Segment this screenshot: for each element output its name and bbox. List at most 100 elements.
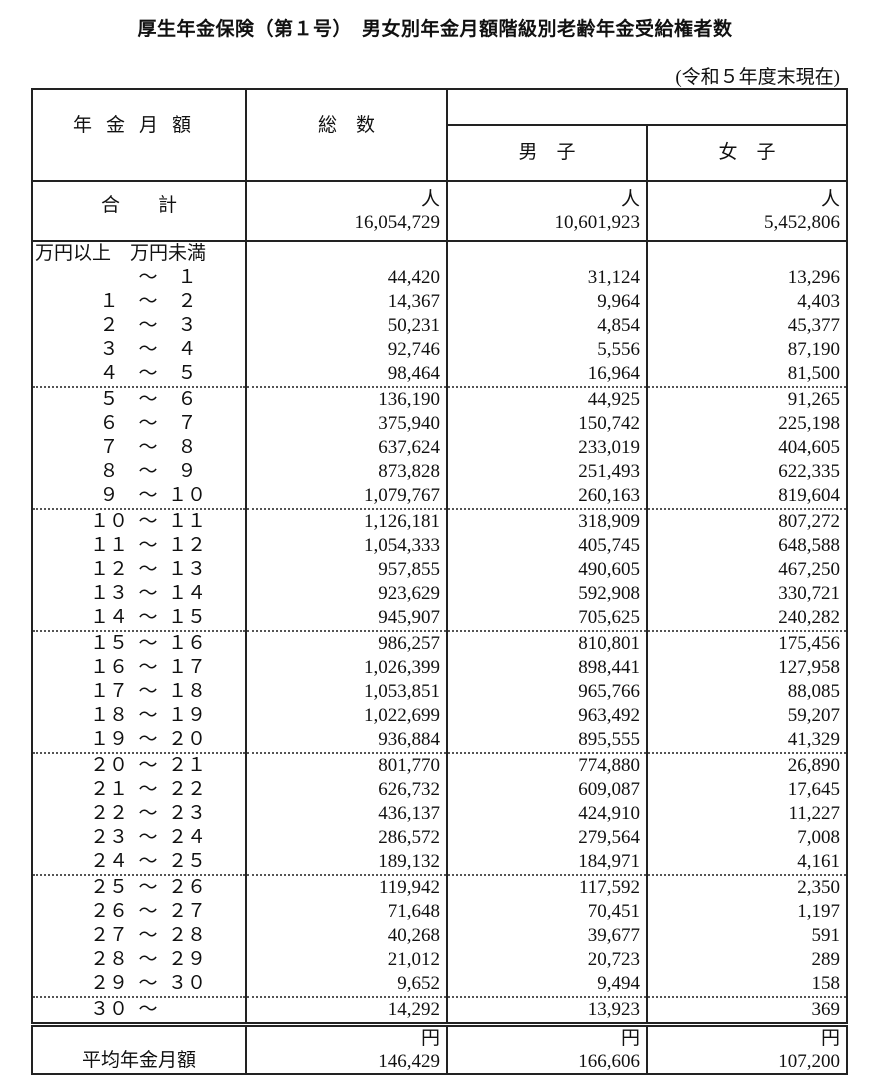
- table-row: ２６ ～ ２７ 71,648 70,451 1,197: [31, 900, 848, 924]
- cell-female: 622,335: [646, 460, 848, 484]
- cell-male: 9,964: [446, 290, 648, 314]
- cell-male: 424,910: [446, 802, 648, 826]
- table-row: １３ ～ １４ 923,629 592,908 330,721: [31, 582, 848, 606]
- tilde: ～: [138, 925, 158, 946]
- table-row: ３０ ～ 14,292 13,923 369: [31, 997, 848, 1027]
- tilde: ～: [138, 291, 158, 312]
- cell-male: 16,964: [446, 362, 648, 388]
- average-label: 平均年金月額: [31, 1024, 247, 1075]
- range-label: ２８ ～ ２９: [31, 948, 247, 972]
- as-of-date: (令和５年度末現在): [675, 67, 840, 88]
- average-male-value: 166,606: [578, 1051, 640, 1072]
- range-to: ６: [177, 389, 197, 410]
- cell-male: 774,880: [446, 753, 648, 778]
- header-total: 総 数: [245, 88, 448, 182]
- cell-female: 2,350: [646, 875, 848, 900]
- range-from: ７: [99, 437, 119, 458]
- tilde: ～: [138, 755, 158, 776]
- table-row: １２ ～ １３ 957,855 490,605 467,250: [31, 558, 848, 582]
- cell-male: 251,493: [446, 460, 648, 484]
- range-to: １８: [167, 681, 206, 702]
- cell-female: 17,645: [646, 778, 848, 802]
- cell-total: 14,367: [245, 290, 448, 314]
- cell-male: 31,124: [446, 266, 648, 290]
- range-label: １２ ～ １３: [31, 558, 247, 582]
- range-to: ２２: [167, 779, 206, 800]
- range-from: ２０: [89, 755, 128, 776]
- tilde: ～: [138, 413, 158, 434]
- cell-total: 14,292: [245, 997, 448, 1027]
- tilde: ～: [138, 999, 158, 1020]
- cell-female: 59,207: [646, 704, 848, 728]
- table-row: ８ ～ ９ 873,828 251,493 622,335: [31, 460, 848, 484]
- table-row: １８ ～ １９ 1,022,699 963,492 59,207: [31, 704, 848, 728]
- cell-total: 945,907: [245, 606, 448, 632]
- cell-female: 1,197: [646, 900, 848, 924]
- cell-female: 369: [646, 997, 848, 1027]
- cell-total: 1,079,767: [245, 484, 448, 510]
- cell-male: 20,723: [446, 948, 648, 972]
- range-label: ～ １: [31, 266, 247, 290]
- range-from: ２６: [89, 901, 128, 922]
- cell-total: 936,884: [245, 728, 448, 754]
- cell-total: 436,137: [245, 802, 448, 826]
- range-label: ２０ ～ ２１: [31, 753, 247, 778]
- cell-male: 260,163: [446, 484, 648, 510]
- range-label: ２９ ～ ３０: [31, 972, 247, 998]
- range-from: ２５: [89, 877, 128, 898]
- table-row: ２８ ～ ２９ 21,012 20,723 289: [31, 948, 848, 972]
- empty-cell: [245, 241, 448, 266]
- range-label: ３ ～ ４: [31, 338, 247, 362]
- cell-total: 119,942: [245, 875, 448, 900]
- cell-female: 11,227: [646, 802, 848, 826]
- table-row: １ ～ ２ 14,367 9,964 4,403: [31, 290, 848, 314]
- cell-total: 873,828: [245, 460, 448, 484]
- tilde: ～: [138, 363, 158, 384]
- range-to: １４: [167, 583, 206, 604]
- cell-female: 289: [646, 948, 848, 972]
- range-from: ２１: [89, 779, 128, 800]
- cell-female: 467,250: [646, 558, 848, 582]
- table-row: ２７ ～ ２８ 40,268 39,677 591: [31, 924, 848, 948]
- range-to: ３: [177, 315, 197, 336]
- range-label: １６ ～ １７: [31, 656, 247, 680]
- tilde: ～: [138, 485, 158, 506]
- range-from: ２８: [89, 949, 128, 970]
- table-row: １６ ～ １７ 1,026,399 898,441 127,958: [31, 656, 848, 680]
- table-row: ２９ ～ ３０ 9,652 9,494 158: [31, 972, 848, 998]
- range-to: ２５: [167, 851, 206, 872]
- table-row: １９ ～ ２０ 936,884 895,555 41,329: [31, 728, 848, 754]
- tilde: ～: [138, 681, 158, 702]
- cell-male: 5,556: [446, 338, 648, 362]
- range-label: １４ ～ １５: [31, 606, 247, 632]
- pension-table: 年金月額 総 数 男 子 女 子 合 計 人 16,054,729 人 10,601…: [31, 88, 848, 1075]
- table-row: １０ ～ １１ 1,126,181 318,909 807,272: [31, 509, 848, 534]
- cell-total: 1,022,699: [245, 704, 448, 728]
- range-to: ２９: [167, 949, 206, 970]
- range-from: ９: [99, 485, 119, 506]
- cell-male: 70,451: [446, 900, 648, 924]
- range-from: ８: [99, 461, 119, 482]
- table-row: １１ ～ １２ 1,054,333 405,745 648,588: [31, 534, 848, 558]
- range-from: ３０: [89, 999, 128, 1020]
- range-to: ２８: [167, 925, 206, 946]
- range-label: ２５ ～ ２６: [31, 875, 247, 900]
- range-to: ５: [177, 363, 197, 384]
- cell-total: 9,652: [245, 972, 448, 998]
- range-to: ２: [177, 291, 197, 312]
- range-label: １０ ～ １１: [31, 509, 247, 534]
- cell-female: 4,403: [646, 290, 848, 314]
- tilde: ～: [138, 729, 158, 750]
- cell-total: 637,624: [245, 436, 448, 460]
- table-row: ４ ～ ５ 98,464 16,964 81,500: [31, 362, 848, 388]
- unit-label: 人: [620, 189, 640, 210]
- cell-total: 136,190: [245, 387, 448, 412]
- totals-total-value: 16,054,729: [354, 212, 441, 233]
- range-from: ２９: [89, 973, 128, 994]
- cell-male: 895,555: [446, 728, 648, 754]
- range-label: ５ ～ ６: [31, 387, 247, 412]
- range-to: ４: [177, 339, 197, 360]
- cell-female: 648,588: [646, 534, 848, 558]
- range-from: １５: [89, 633, 128, 654]
- cell-male: 810,801: [446, 631, 648, 656]
